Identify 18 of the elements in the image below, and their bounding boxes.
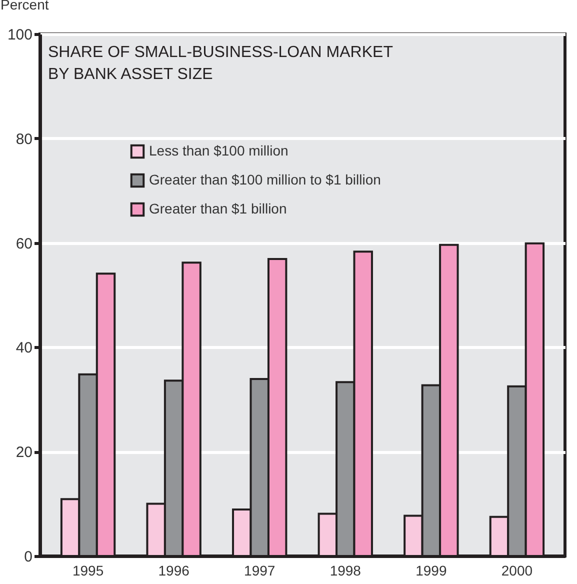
y-tick-label: 80 (16, 130, 32, 148)
x-tick-label: 1996 (158, 562, 190, 578)
x-tick-label: 2000 (501, 562, 533, 578)
legend-label: Less than $100 million (149, 142, 288, 158)
x-tick-label: 1995 (72, 562, 104, 578)
x-tick-label: 1997 (244, 562, 276, 578)
text: BY BANK ASSET SIZE (48, 66, 213, 83)
y-tick-label: 20 (16, 444, 32, 462)
y-tick-label: 0 (24, 548, 32, 566)
legend-label: Greater than $100 million to $1 billion (149, 172, 381, 188)
text: SHARE OF SMALL-BUSINESS-LOAN MARKET (48, 44, 393, 61)
x-tick-label: 1999 (416, 562, 447, 578)
legend-label: Greater than $1 billion (149, 200, 287, 216)
y-tick-label: 100 (7, 26, 32, 44)
y-tick-label: 60 (16, 235, 32, 252)
y-axis-title: Percent (0, 0, 49, 12)
x-tick-label: 1998 (330, 562, 362, 578)
y-tick-label: 40 (16, 340, 32, 357)
